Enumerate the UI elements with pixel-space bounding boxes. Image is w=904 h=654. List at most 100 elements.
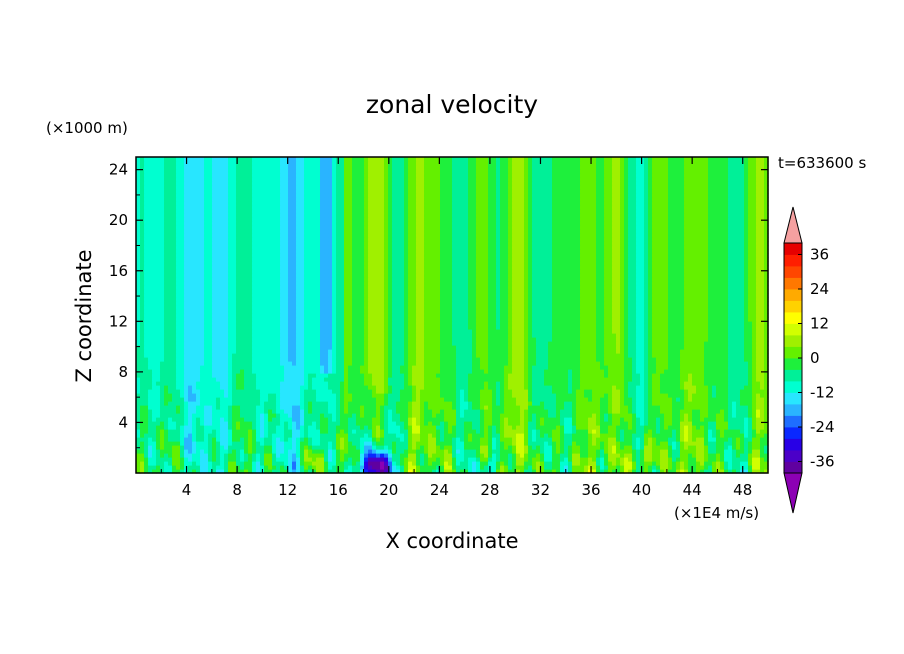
heatmap-cell xyxy=(200,441,205,446)
heatmap-cell xyxy=(696,421,701,426)
heatmap-cell xyxy=(400,349,405,354)
heatmap-cell xyxy=(744,361,749,366)
heatmap-cell xyxy=(604,357,609,362)
heatmap-cell xyxy=(544,373,549,378)
heatmap-cell xyxy=(344,445,349,450)
heatmap-cell xyxy=(136,385,141,390)
heatmap-cell xyxy=(684,401,689,406)
heatmap-cell xyxy=(764,361,769,366)
heatmap-cell xyxy=(400,449,405,454)
heatmap-cell xyxy=(696,433,701,438)
heatmap-cell xyxy=(216,461,221,466)
heatmap-cell xyxy=(472,445,477,450)
heatmap-cell xyxy=(496,393,501,398)
heatmap-cell xyxy=(588,353,593,358)
heatmap-cell xyxy=(308,389,313,394)
heatmap-cell xyxy=(564,349,569,354)
heatmap-cell xyxy=(516,421,521,426)
heatmap-cell xyxy=(284,401,289,406)
heatmap-cell xyxy=(448,349,453,354)
heatmap-cell xyxy=(204,469,209,474)
heatmap-cell xyxy=(312,469,317,474)
heatmap-cell xyxy=(144,381,149,386)
heatmap-cell xyxy=(640,453,645,458)
heatmap-cell xyxy=(720,413,725,418)
heatmap-cell xyxy=(628,389,633,394)
heatmap-cell xyxy=(596,417,601,422)
heatmap-cell xyxy=(724,417,729,422)
heatmap-cell xyxy=(668,453,673,458)
heatmap-cell xyxy=(196,353,201,358)
heatmap-cell xyxy=(592,381,597,386)
heatmap-cell xyxy=(628,453,633,458)
heatmap-cell xyxy=(336,449,341,454)
heatmap-cell xyxy=(544,365,549,370)
heatmap-cell xyxy=(656,433,661,438)
heatmap-cell xyxy=(456,421,461,426)
heatmap-cell xyxy=(368,365,373,370)
heatmap-cell xyxy=(760,357,765,362)
heatmap-cell xyxy=(592,353,597,358)
heatmap-cell xyxy=(532,445,537,450)
heatmap-cell xyxy=(460,413,465,418)
heatmap-cell xyxy=(276,437,281,442)
heatmap-cell xyxy=(648,361,653,366)
heatmap-cell xyxy=(228,437,233,442)
heatmap-cell xyxy=(480,433,485,438)
heatmap-cell xyxy=(152,397,157,402)
heatmap-cell xyxy=(408,453,413,458)
heatmap-cell xyxy=(356,361,361,366)
heatmap-cell xyxy=(504,385,509,390)
heatmap-cell xyxy=(260,361,265,366)
heatmap-cell xyxy=(704,409,709,414)
heatmap-cell xyxy=(348,361,353,366)
heatmap-cell xyxy=(248,389,253,394)
heatmap-cell xyxy=(568,421,573,426)
heatmap-cell xyxy=(628,409,633,414)
heatmap-cell xyxy=(168,381,173,386)
heatmap-cell xyxy=(404,409,409,414)
heatmap-cell xyxy=(180,385,185,390)
heatmap-cell xyxy=(372,429,377,434)
heatmap-cell xyxy=(172,425,177,430)
heatmap-cell xyxy=(508,457,513,462)
heatmap-cell xyxy=(192,369,197,374)
heatmap-cell xyxy=(716,365,721,370)
heatmap-cell xyxy=(408,429,413,434)
heatmap-cell xyxy=(652,461,657,466)
heatmap-cell xyxy=(680,441,685,446)
heatmap-cell xyxy=(164,345,169,350)
heatmap-cell xyxy=(140,457,145,462)
heatmap-cell xyxy=(188,357,193,362)
heatmap-cell xyxy=(668,405,673,410)
heatmap-cell xyxy=(340,417,345,422)
heatmap-cell xyxy=(336,453,341,458)
heatmap-cell xyxy=(308,405,313,410)
heatmap-cell xyxy=(244,365,249,370)
heatmap-cell xyxy=(616,457,621,462)
heatmap-cell xyxy=(484,437,489,442)
heatmap-cell xyxy=(600,397,605,402)
heatmap-cell xyxy=(476,401,481,406)
heatmap-cell xyxy=(360,357,365,362)
heatmap-cell xyxy=(604,413,609,418)
heatmap-cell xyxy=(256,409,261,414)
heatmap-cell xyxy=(680,433,685,438)
heatmap-cell xyxy=(292,369,297,374)
heatmap-cell xyxy=(448,433,453,438)
heatmap-cell xyxy=(304,377,309,382)
heatmap-cell xyxy=(552,433,557,438)
heatmap-cell xyxy=(704,361,709,366)
heatmap-cell xyxy=(640,353,645,358)
heatmap-cell xyxy=(680,461,685,466)
heatmap-cell xyxy=(400,405,405,410)
heatmap-cell xyxy=(644,349,649,354)
heatmap-cell xyxy=(264,349,269,354)
heatmap-cell xyxy=(468,433,473,438)
heatmap-cell xyxy=(732,445,737,450)
heatmap-cell xyxy=(748,465,753,470)
heatmap-cell xyxy=(228,385,233,390)
heatmap-cell xyxy=(608,385,613,390)
heatmap-cell xyxy=(300,425,305,430)
heatmap-cell xyxy=(192,453,197,458)
